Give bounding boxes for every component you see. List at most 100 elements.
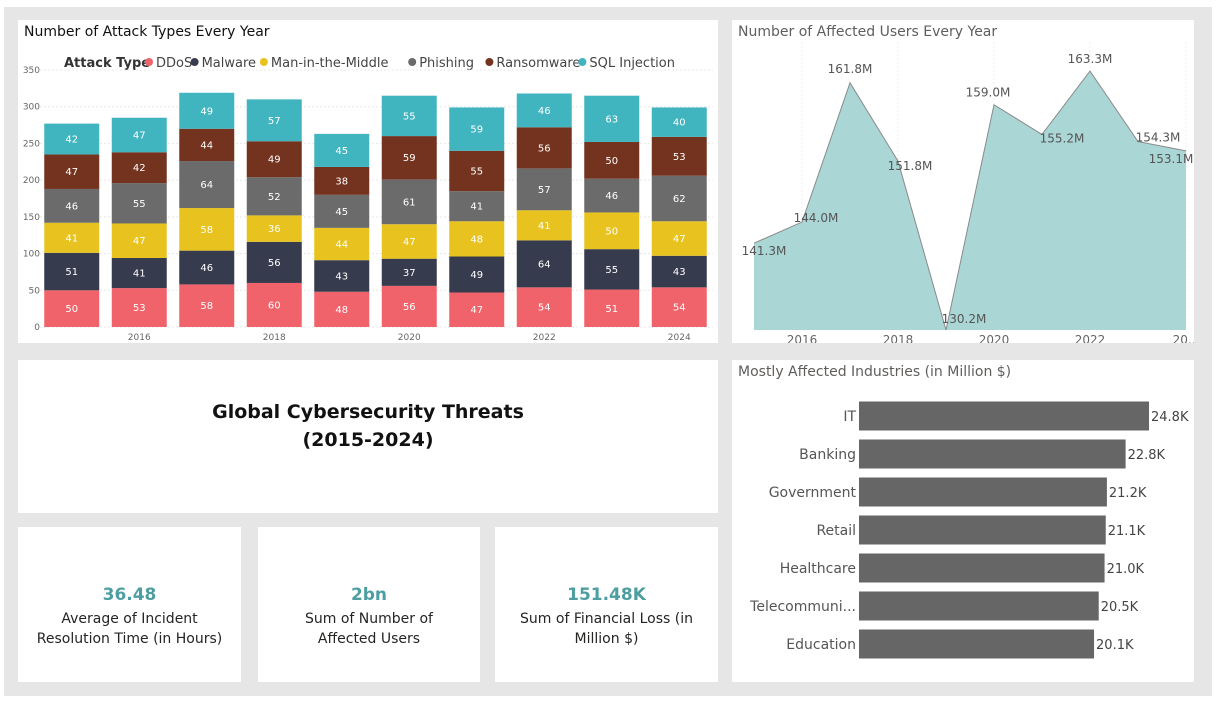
bar-data-label: 48: [335, 305, 348, 316]
report-title: Global Cybersecurity Threats (2015-2024): [18, 398, 718, 454]
y-tick-label: 50: [29, 286, 41, 296]
bar-segment-man-in-the-middle-2019: [314, 227, 370, 261]
x-tick-label: 2024: [668, 333, 691, 343]
bar-segment-sql-injection-2018: [246, 99, 302, 142]
area-data-label-2023: 154.3M: [1136, 131, 1181, 145]
bar-data-label-healthcare: 21.0K: [1107, 562, 1145, 577]
bar-segment-ransomware-2022: [516, 127, 572, 169]
y-tick-label: 150: [23, 213, 40, 223]
affected-users-chart[interactable]: 2016 2018 2020 2022 20... 141.3M 144.0M 161.8M 1…: [732, 20, 1194, 343]
bar-data-label: 42: [65, 135, 78, 146]
bar-data-label: 55: [470, 166, 483, 177]
bar-segment-man-in-the-middle-2015: [44, 222, 100, 253]
bar-data-label: 59: [470, 125, 483, 136]
bar-data-label: 47: [133, 236, 146, 247]
bar-segment-man-in-the-middle-2017: [179, 208, 235, 251]
category-label-retail: Retail: [816, 523, 856, 539]
bar-segment-malware-2023: [584, 249, 640, 290]
bar-data-label: 58: [200, 225, 213, 236]
bar-data-label: 62: [673, 194, 686, 205]
legend-marker-man-in-the-middle: [259, 58, 268, 66]
bar-segment-man-in-the-middle-2021: [449, 221, 505, 257]
legend-label-ddos: DDoS: [156, 56, 192, 71]
bar-segment-malware-2021: [449, 256, 505, 293]
bar-segment-ransomware-2016: [111, 152, 167, 184]
bar-segment-sql-injection-2020: [381, 95, 437, 137]
bar-data-label: 60: [268, 300, 281, 311]
bar-segment-sql-injection-2023: [584, 95, 640, 142]
bar-data-label: 49: [268, 155, 281, 166]
attack-types-chart-card[interactable]: Number of Attack Types Every Year Attack…: [18, 20, 718, 343]
bar-segment-phishing-2021: [449, 191, 505, 222]
bar-data-label: 57: [268, 116, 281, 127]
y-tick-label: 200: [23, 176, 40, 186]
legend-label-sql-injection: SQL Injection: [589, 56, 675, 71]
legend-label-ransomware: Ransomware: [496, 56, 580, 71]
affected-users-chart-card[interactable]: Number of Affected Users Every Year 2016…: [732, 20, 1194, 343]
industries-chart[interactable]: IT 24.8K Banking 22.8K Government 21.2K Retail…: [732, 360, 1194, 682]
bar-data-label: 58: [200, 301, 213, 312]
bar-data-label: 44: [200, 140, 213, 151]
bar-data-label: 41: [470, 202, 483, 213]
bar-data-label: 56: [538, 143, 551, 154]
bar-education: [859, 629, 1095, 659]
category-label-government: Government: [769, 485, 857, 501]
bar-data-label: 56: [403, 302, 416, 313]
industries-chart-card[interactable]: Mostly Affected Industries (in Million $…: [732, 360, 1194, 682]
kpi-card-resolution-time[interactable]: 36.48 Average of Incident Resolution Tim…: [18, 527, 241, 682]
bar-data-label: 46: [538, 106, 551, 117]
bar-segment-ransomware-2017: [179, 128, 235, 162]
area-fill: [754, 71, 1186, 331]
bar-segment-sql-injection-2015: [44, 123, 100, 155]
bar-data-label: 64: [538, 259, 551, 270]
bar-data-label: 41: [538, 221, 551, 232]
bar-data-label: 41: [65, 233, 78, 244]
bar-data-label: 38: [335, 176, 348, 187]
bar-segment-phishing-2017: [179, 161, 235, 209]
bar-data-label: 64: [200, 180, 213, 191]
bar-segment-ddos-2021: [449, 292, 505, 327]
area-data-label-2024: 153.1M: [1149, 152, 1194, 166]
bar-segment-man-in-the-middle-2020: [381, 224, 437, 259]
bar-segment-phishing-2020: [381, 179, 437, 225]
attack-types-chart[interactable]: Attack Type DDoS Malware Man-in-the-Middle P…: [18, 20, 718, 343]
bar-data-label: 36: [268, 224, 281, 235]
y-tick-label: 0: [34, 323, 40, 333]
area-data-label-2016: 144.0M: [794, 211, 839, 225]
bar-segment-malware-2018: [246, 241, 302, 283]
bar-data-label: 45: [335, 146, 348, 157]
bar-data-label: 47: [470, 305, 483, 316]
bar-government: [859, 477, 1107, 507]
bar-segment-sql-injection-2019: [314, 133, 370, 167]
bar-segment-man-in-the-middle-2016: [111, 223, 167, 258]
bar-segment-malware-2024: [651, 255, 707, 288]
bar-data-label: 63: [605, 114, 618, 125]
bar-data-label: 46: [200, 263, 213, 274]
bar-data-label: 61: [403, 197, 416, 208]
report-title-card: Global Cybersecurity Threats (2015-2024): [18, 360, 718, 513]
bar-segment-sql-injection-2021: [449, 107, 505, 151]
bar-data-label-telecommuni: 20.5K: [1101, 600, 1139, 615]
kpi-card-financial-loss[interactable]: 151.48K Sum of Financial Loss (in Millio…: [495, 527, 718, 682]
x-tick-label: 2016: [128, 333, 151, 343]
category-label-it: IT: [843, 409, 856, 425]
bar-banking: [859, 439, 1126, 469]
bar-data-label: 42: [133, 163, 146, 174]
y-tick-label: 300: [23, 103, 40, 113]
bar-data-label: 43: [673, 267, 686, 278]
y-tick-label: 350: [23, 66, 40, 76]
x-tick-label: 2020: [979, 333, 1010, 343]
bar-segment-phishing-2015: [44, 188, 100, 223]
bar-data-label: 37: [403, 268, 416, 279]
x-tick-label: 2016: [787, 333, 818, 343]
kpi-card-affected-users[interactable]: 2bn Sum of Number of Affected Users: [258, 527, 480, 682]
x-tick-label: 2020: [398, 333, 421, 343]
x-tick-label: 2018: [263, 333, 286, 343]
bar-segment-ransomware-2021: [449, 150, 505, 192]
bar-segment-phishing-2022: [516, 168, 572, 211]
bar-segment-ransomware-2020: [381, 136, 437, 180]
bar-data-label: 46: [65, 201, 78, 212]
x-tick-label: 20...: [1173, 333, 1194, 343]
legend-marker-phishing: [408, 58, 417, 66]
bar-segment-ransomware-2015: [44, 154, 100, 189]
